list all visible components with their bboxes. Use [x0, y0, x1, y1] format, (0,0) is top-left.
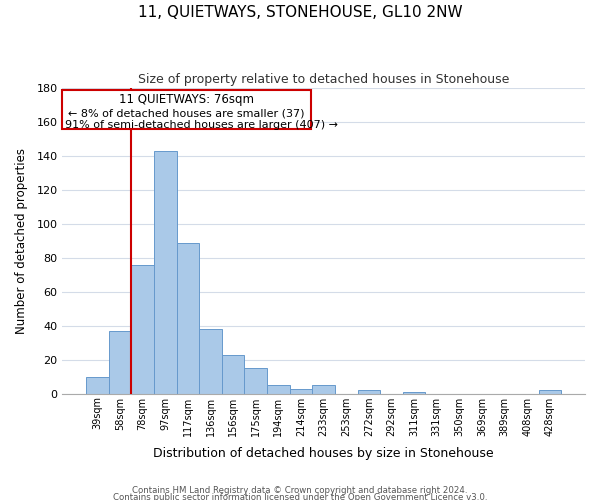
Bar [267, 385, 290, 394]
Bar [222, 354, 244, 394]
Bar [109, 331, 131, 394]
Bar [244, 368, 267, 394]
Bar [313, 385, 335, 394]
Bar [86, 376, 109, 394]
Bar [403, 392, 425, 394]
FancyBboxPatch shape [62, 90, 311, 129]
Bar [154, 151, 176, 394]
Text: 11, QUIETWAYS, STONEHOUSE, GL10 2NW: 11, QUIETWAYS, STONEHOUSE, GL10 2NW [137, 5, 463, 20]
Y-axis label: Number of detached properties: Number of detached properties [15, 148, 28, 334]
X-axis label: Distribution of detached houses by size in Stonehouse: Distribution of detached houses by size … [154, 447, 494, 460]
Bar [290, 388, 313, 394]
Title: Size of property relative to detached houses in Stonehouse: Size of property relative to detached ho… [138, 72, 509, 86]
Bar [176, 242, 199, 394]
Text: 91% of semi-detached houses are larger (407) →: 91% of semi-detached houses are larger (… [65, 120, 338, 130]
Bar [358, 390, 380, 394]
Bar [539, 390, 561, 394]
Text: ← 8% of detached houses are smaller (37): ← 8% of detached houses are smaller (37) [68, 108, 304, 118]
Bar [199, 329, 222, 394]
Bar [131, 264, 154, 394]
Text: Contains public sector information licensed under the Open Government Licence v3: Contains public sector information licen… [113, 494, 487, 500]
Text: 11 QUIETWAYS: 76sqm: 11 QUIETWAYS: 76sqm [119, 93, 254, 106]
Text: Contains HM Land Registry data © Crown copyright and database right 2024.: Contains HM Land Registry data © Crown c… [132, 486, 468, 495]
